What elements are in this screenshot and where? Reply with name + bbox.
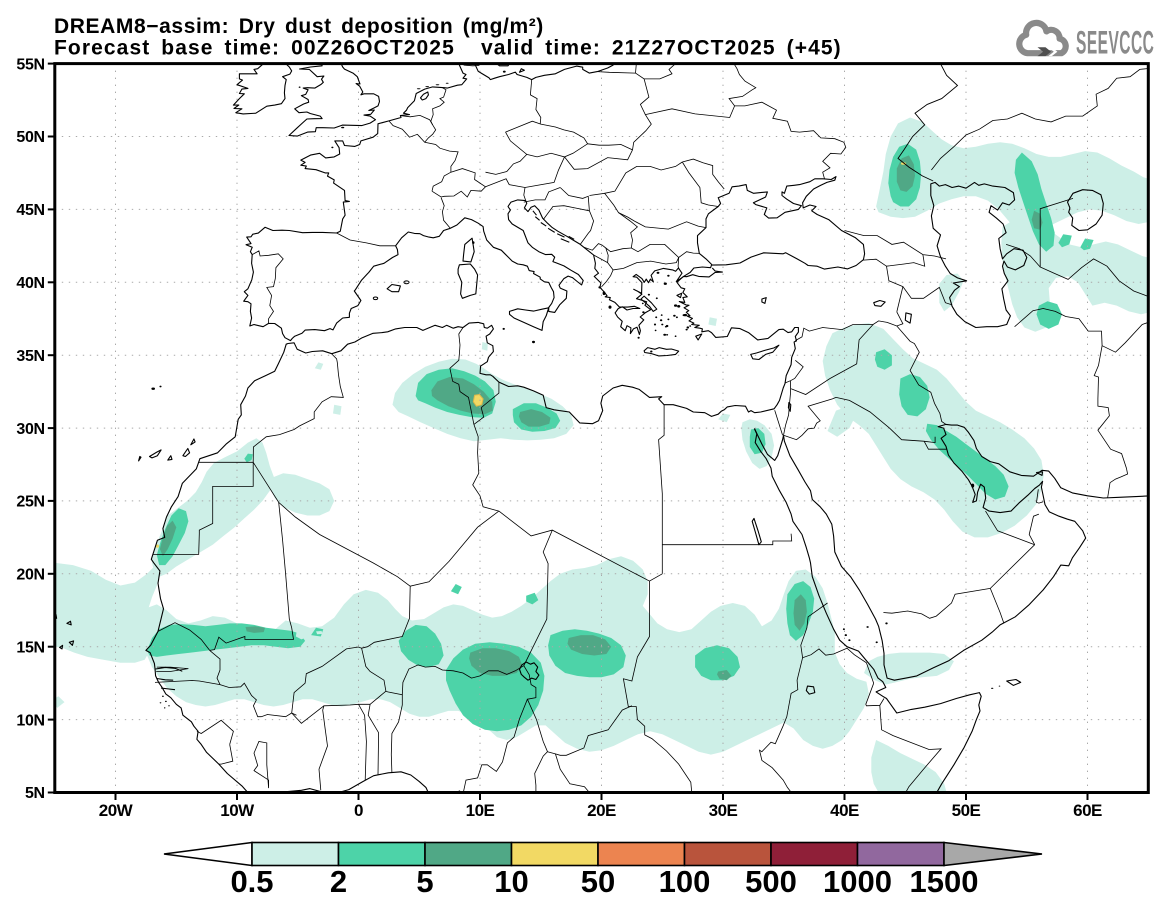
svg-text:15N: 15N [16, 639, 44, 656]
svg-text:Forecast base time: 00Z26OCT20: Forecast base time: 00Z26OCT2025 [54, 37, 455, 60]
svg-text:1500: 1500 [910, 864, 979, 899]
svg-text:35N: 35N [16, 348, 44, 365]
svg-text:valid time: 21Z27OCT2025 (+45): valid time: 21Z27OCT2025 (+45) [481, 37, 842, 60]
svg-text:40N: 40N [16, 275, 44, 292]
svg-text:30N: 30N [16, 421, 44, 438]
svg-text:40E: 40E [830, 801, 859, 820]
svg-text:10W: 10W [220, 801, 255, 820]
svg-text:55N: 55N [16, 56, 44, 73]
svg-text:60E: 60E [1073, 801, 1102, 820]
svg-text:SEEVCCC: SEEVCCC [1076, 26, 1154, 62]
svg-text:100: 100 [659, 864, 711, 899]
svg-text:DREAM8−assim: Dry dust deposit: DREAM8−assim: Dry dust deposition (mg/m²… [54, 15, 544, 38]
svg-text:5: 5 [416, 864, 433, 899]
svg-text:50E: 50E [952, 801, 981, 820]
svg-text:25N: 25N [16, 494, 44, 511]
svg-text:1000: 1000 [823, 864, 892, 899]
svg-text:20N: 20N [16, 567, 44, 584]
svg-text:20E: 20E [587, 801, 616, 820]
svg-text:0: 0 [354, 801, 363, 820]
svg-text:30E: 30E [709, 801, 738, 820]
svg-text:10: 10 [494, 864, 528, 899]
svg-text:50: 50 [581, 864, 615, 899]
svg-text:500: 500 [745, 864, 797, 899]
svg-text:5N: 5N [25, 785, 45, 802]
svg-text:10E: 10E [466, 801, 495, 820]
svg-text:10N: 10N [16, 712, 44, 729]
svg-text:0.5: 0.5 [230, 864, 273, 899]
svg-text:50N: 50N [16, 129, 44, 146]
svg-text:20W: 20W [99, 801, 134, 820]
svg-text:45N: 45N [16, 202, 44, 219]
svg-text:2: 2 [330, 864, 347, 899]
